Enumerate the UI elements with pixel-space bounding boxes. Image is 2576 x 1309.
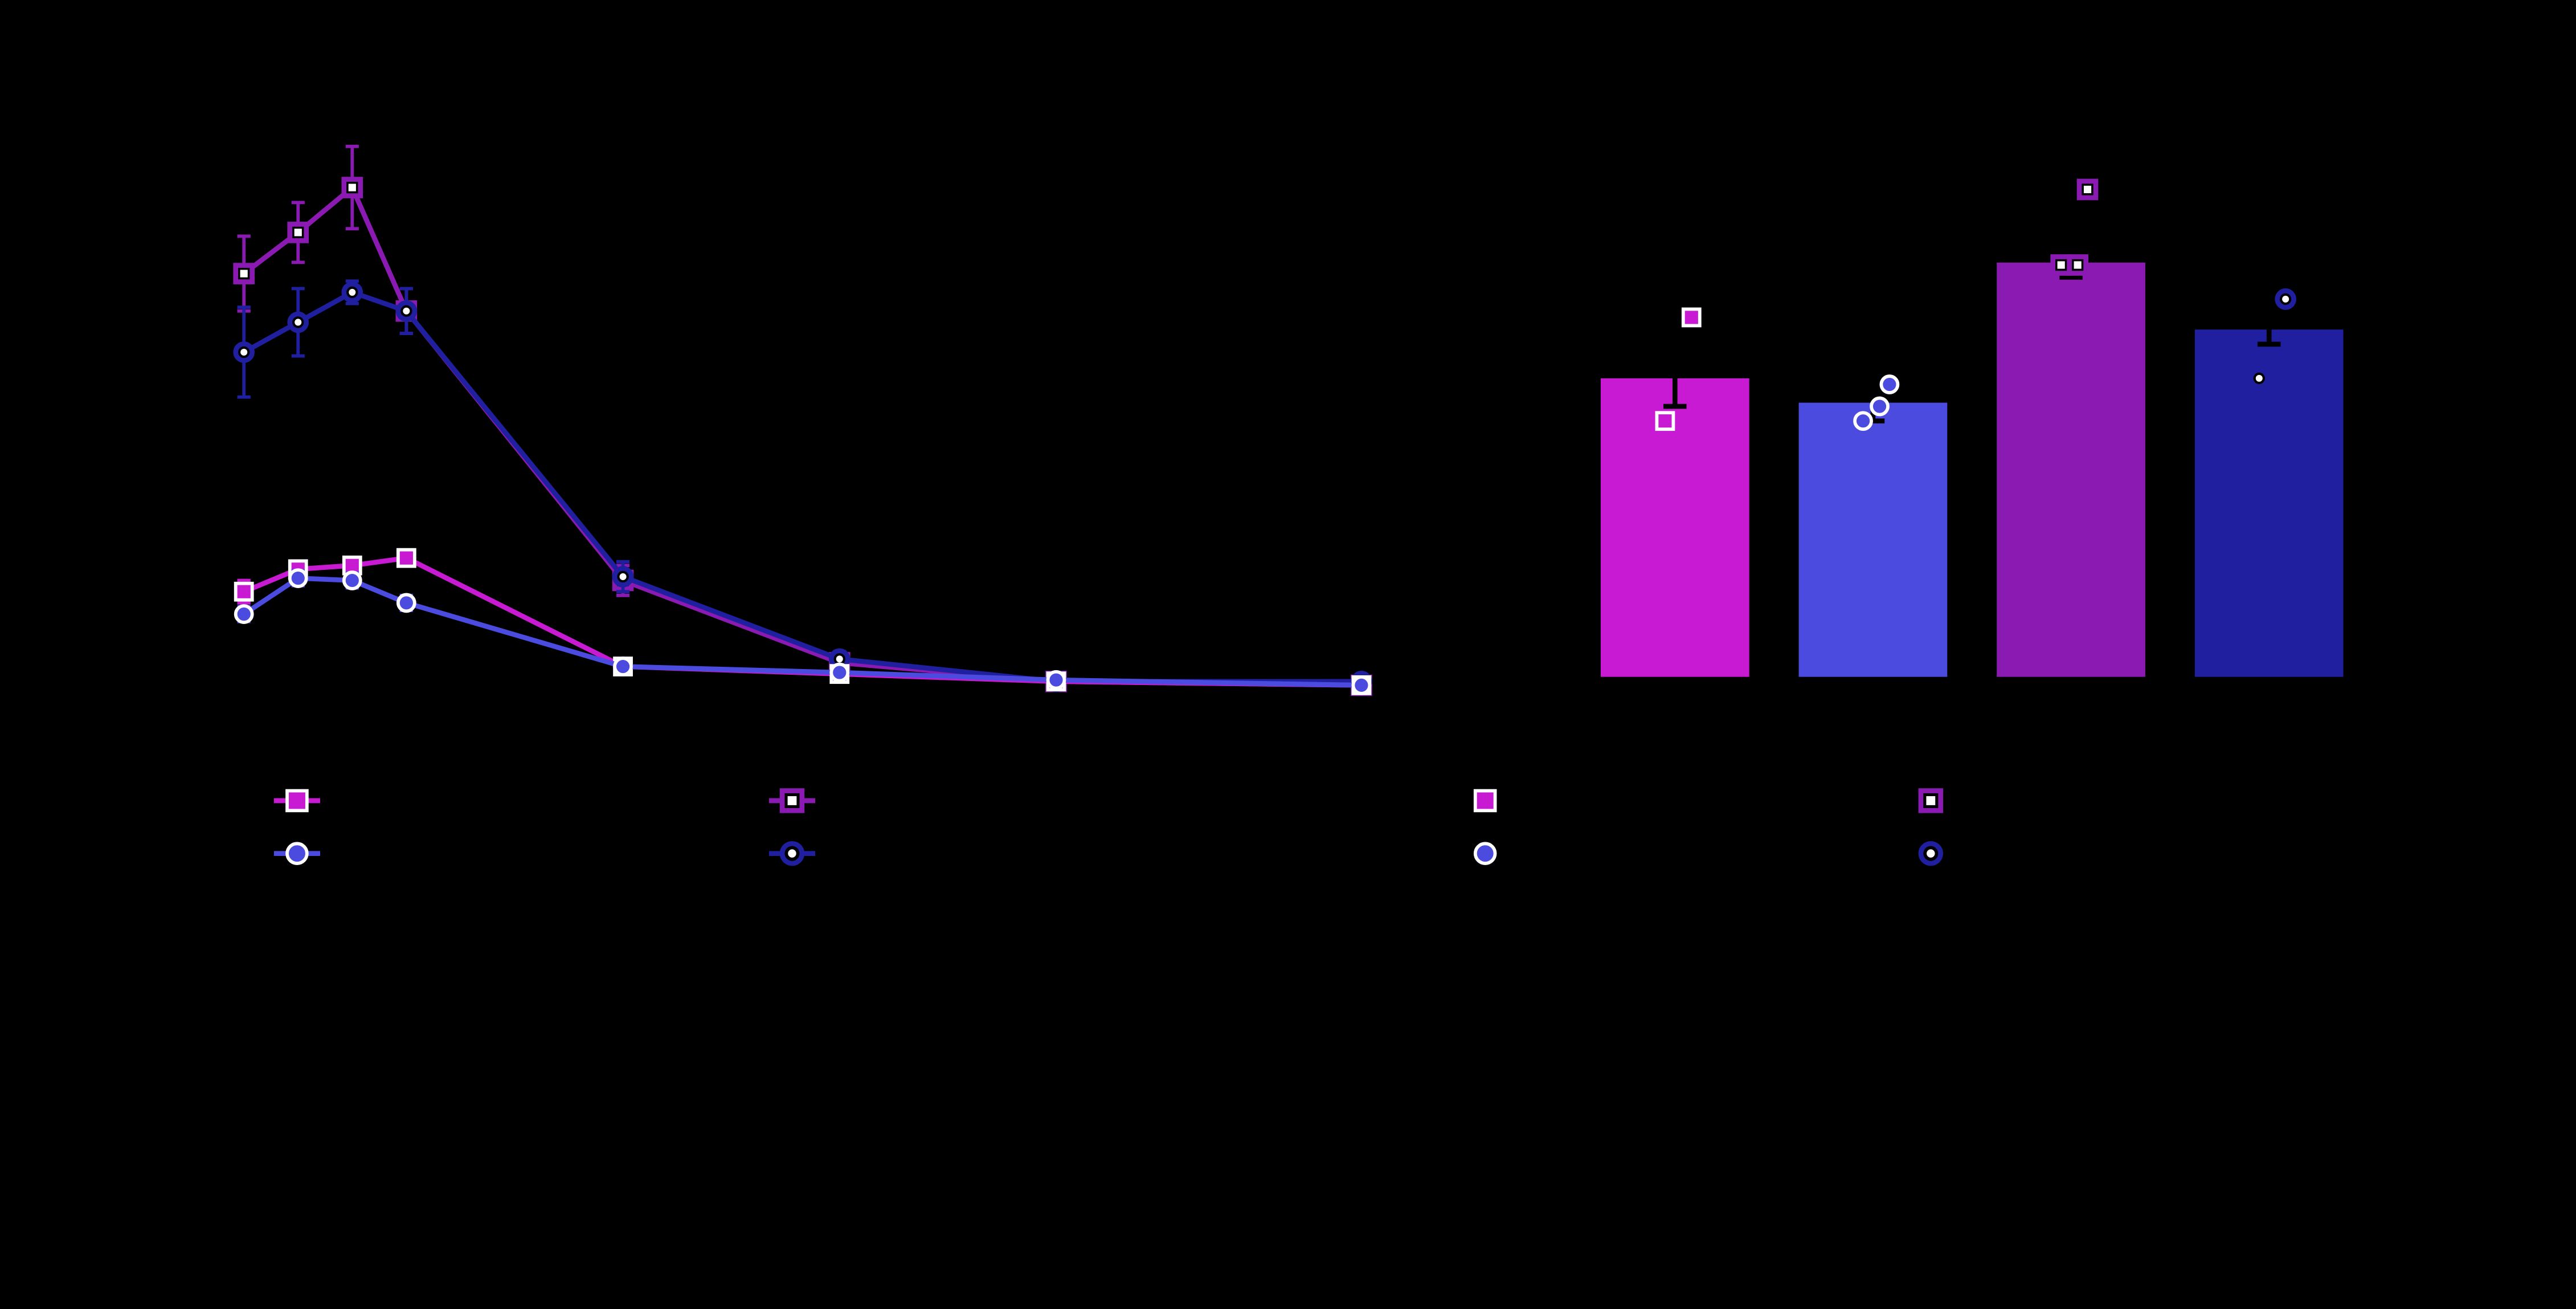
bar-2-blue-filled-circle [1799,403,1948,677]
chart-canvas [0,0,2576,1296]
bar-3-purple-open-square [1997,263,2145,677]
